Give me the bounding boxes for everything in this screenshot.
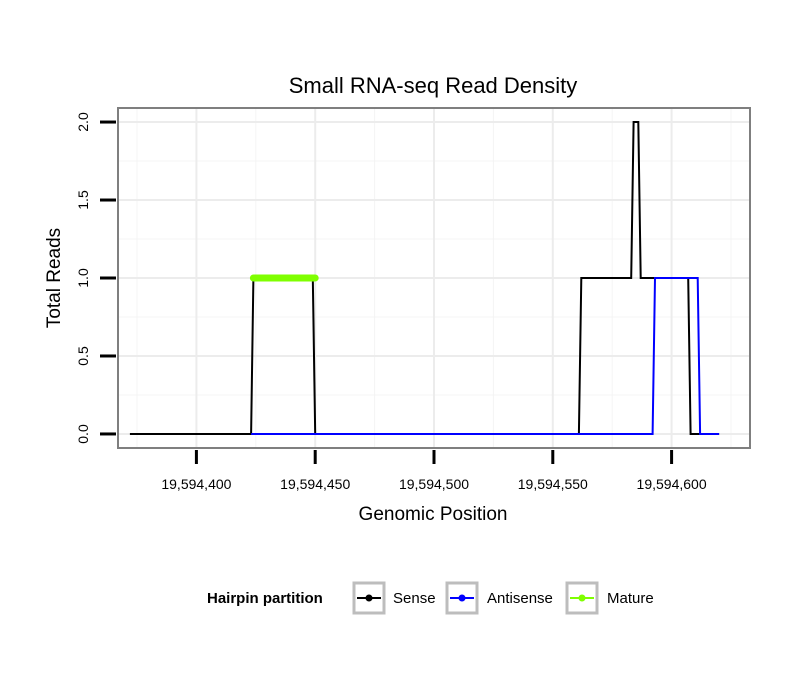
y-axis-title: Total Reads bbox=[44, 228, 65, 328]
y-tick-label: 0.5 bbox=[75, 346, 91, 366]
legend: Hairpin partition Sense Antisense Mature bbox=[207, 581, 654, 615]
legend-marker-sense bbox=[365, 594, 373, 602]
axes: 19,594,400 19,594,450 19,594,500 19,594,550… bbox=[75, 112, 707, 492]
y-tick-label: 0.0 bbox=[75, 424, 91, 444]
series-layer bbox=[129, 121, 720, 435]
legend-marker-antisense bbox=[458, 594, 466, 602]
legend-label-mature: Mature bbox=[607, 590, 654, 607]
chart-title: Small RNA-seq Read Density bbox=[289, 73, 578, 98]
x-axis-title: Genomic Position bbox=[359, 504, 508, 525]
legend-label-sense: Sense bbox=[393, 590, 436, 607]
y-tick-label: 2.0 bbox=[75, 112, 91, 132]
x-tick-label: 19,594,500 bbox=[399, 476, 469, 492]
x-tick-label: 19,594,450 bbox=[280, 476, 350, 492]
series-line-antisense bbox=[251, 277, 720, 435]
x-tick-label: 19,594,550 bbox=[518, 476, 588, 492]
legend-label-antisense: Antisense bbox=[487, 590, 553, 607]
x-tick-label: 19,594,400 bbox=[161, 476, 231, 492]
y-tick-label: 1.5 bbox=[75, 190, 91, 210]
x-tick-label: 19,594,600 bbox=[637, 476, 707, 492]
y-tick-label: 1.0 bbox=[75, 268, 91, 288]
legend-title: Hairpin partition bbox=[207, 590, 323, 607]
legend-marker-mature bbox=[578, 594, 586, 602]
